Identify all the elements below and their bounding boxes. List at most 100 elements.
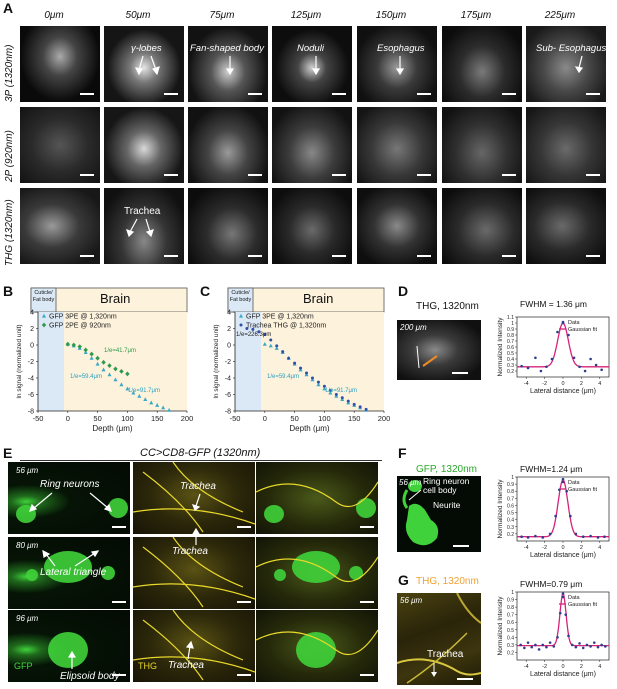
x-tick-label: 2	[580, 545, 583, 551]
x-tick-label: -4	[524, 381, 529, 387]
trachea-trace	[256, 481, 378, 507]
data-point	[358, 405, 362, 409]
panel-letter-b: B	[3, 283, 14, 299]
data-point	[596, 645, 600, 649]
annotation-sub-esophagus: Sub- Esophagus	[536, 43, 607, 54]
data-point	[585, 643, 589, 647]
panel-d-fwhm: FWHM = 1.36 μm	[520, 299, 588, 309]
data-point	[534, 534, 537, 538]
scale-bar	[80, 174, 94, 176]
scale-bar	[248, 93, 262, 95]
scale-bar	[417, 93, 431, 95]
micrograph-tile	[357, 188, 437, 264]
trachea-trace	[142, 546, 204, 608]
x-tick-label: 50	[290, 414, 298, 423]
annotation-trachea-g: Trachea	[427, 649, 464, 660]
scale-bar	[417, 174, 431, 176]
thg-structures	[133, 610, 255, 681]
y-tick-label: 0.4	[507, 635, 514, 641]
data-point	[299, 366, 303, 370]
micrograph-tile	[20, 188, 100, 264]
micrograph-tile	[442, 188, 522, 264]
micrograph-tile	[188, 26, 268, 102]
micrograph-tile	[526, 107, 606, 183]
data-point	[149, 400, 154, 405]
y-tick-label: 4	[30, 310, 34, 317]
depth-label: 96 μm	[16, 614, 39, 623]
y-tick-label: 0.9	[507, 598, 514, 604]
legend-entry: GFP 3PE @ 1,320nm	[49, 314, 117, 321]
x-tick-label: -50	[33, 414, 44, 423]
annotation: 1/e=91.7μm	[325, 388, 357, 394]
region-cuticle-b: Cuticle/ Fat body	[32, 290, 55, 303]
data-point	[592, 641, 596, 644]
x-tick-label: -4	[524, 545, 529, 551]
depth-label: 175μm	[460, 10, 492, 21]
legend-entry: GFP 2PE @ 920nm	[49, 323, 111, 330]
y-tick-label: 0.9	[507, 482, 514, 488]
depth-label: 75μm	[209, 10, 235, 21]
x-tick-label: 0	[263, 414, 267, 423]
y-tick-label: 0.8	[507, 333, 514, 339]
data-point	[131, 390, 136, 395]
data-point	[534, 356, 537, 360]
depth-label: 200 μm	[400, 323, 427, 332]
annotation: 1/e=59.4μm	[267, 374, 299, 380]
panel-letter-d: D	[398, 283, 409, 299]
data-point	[293, 361, 297, 365]
panel-e-arrows	[29, 492, 201, 669]
data-point	[113, 366, 118, 372]
data-series	[520, 477, 606, 539]
data-point	[322, 384, 326, 388]
data-point	[569, 514, 572, 518]
micrograph-tile	[272, 188, 352, 264]
data-point	[281, 350, 285, 354]
y-tick-label: 0.4	[507, 357, 514, 363]
y-tick-label: 0.9	[507, 327, 514, 333]
panel-d-title: THG, 1320nm	[416, 301, 479, 312]
data-point	[328, 390, 333, 395]
data-point	[89, 351, 94, 357]
panel-letter-g: G	[398, 572, 409, 588]
scale-bar	[164, 174, 178, 176]
scale-bar	[332, 255, 346, 257]
gfp-structures	[48, 632, 88, 668]
y-tick-label: 0.5	[507, 351, 514, 357]
gfp-blob	[274, 569, 286, 581]
legend-entry: Data	[568, 595, 581, 601]
data-point	[574, 645, 578, 649]
y-tick-label: 0	[30, 343, 34, 350]
y-tick-label: 0.8	[507, 489, 514, 495]
annotation-ring-neuron: Ring neuron cell body	[423, 476, 470, 495]
micrograph-tile	[357, 107, 437, 183]
y-tick-label: 0.2	[507, 369, 514, 375]
x-tick-label: 200	[378, 414, 391, 423]
profile-line	[416, 345, 468, 374]
gfp-blob	[48, 632, 88, 668]
annotation-lateral-triangle: Lateral triangle	[40, 567, 107, 578]
gfp-structures	[256, 481, 378, 523]
data-point	[526, 366, 530, 370]
x-tick-label: -4	[524, 664, 529, 670]
data-point	[589, 534, 592, 538]
data-point	[520, 364, 523, 368]
data-point	[552, 645, 556, 648]
annotation-trachea-a: Trachea	[124, 206, 161, 217]
gfp-blob	[349, 566, 363, 580]
data-point	[274, 346, 279, 350]
legend-marker	[561, 320, 565, 324]
data-series	[520, 321, 603, 373]
data-point	[603, 535, 606, 539]
scale-bar	[360, 674, 374, 676]
scale-bar	[237, 526, 251, 528]
y-tick-label: -8	[225, 409, 231, 416]
y-tick-label: 0.7	[507, 496, 514, 502]
data-point	[526, 641, 530, 644]
data-point	[570, 643, 574, 647]
y-tick-label: 4	[227, 310, 231, 317]
micrograph-tile	[104, 26, 184, 102]
channel-label-thg: THG	[138, 661, 157, 671]
series-1	[245, 327, 368, 411]
y-axis-label: Normalized Intensity	[497, 317, 504, 377]
x-tick-label: 0	[561, 664, 564, 670]
